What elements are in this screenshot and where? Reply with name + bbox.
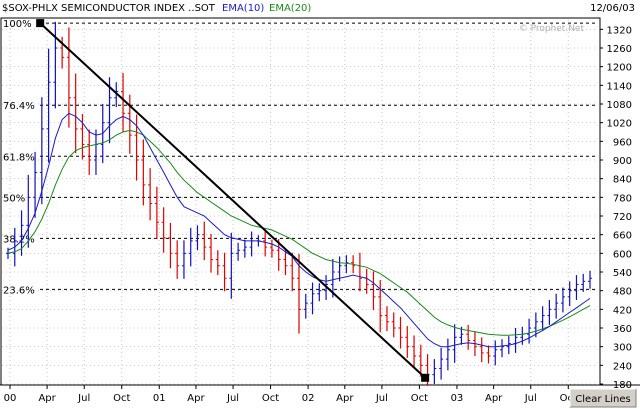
fib-level-label: 23.6% <box>3 285 35 296</box>
y-tick-label: 720 <box>613 212 632 223</box>
x-tick-label: 03 <box>451 393 464 404</box>
x-tick-label: Apr <box>485 393 503 404</box>
x-tick-label: Jul <box>524 393 537 404</box>
y-tick-label: 960 <box>613 137 632 148</box>
x-tick-label: Oct <box>560 393 577 404</box>
trendline-end-handle[interactable] <box>421 373 430 382</box>
y-tick-label: 1140 <box>607 81 632 92</box>
clear-lines-label: Clear Lines <box>575 394 630 405</box>
ema20-line <box>7 129 591 336</box>
grid-lines <box>2 20 598 385</box>
x-axis-ticks: 00 Apr Jul Oct 01 Apr Jul Oct 02 Apr Jul Oct 03 Apr Ju… <box>4 385 577 404</box>
fib-level-label: 76.4% <box>3 101 35 112</box>
watermark: © Prophet.Net <box>519 24 585 34</box>
y-tick-label: 300 <box>613 343 632 354</box>
y-tick-label: 180 <box>613 380 632 391</box>
x-tick-label: Jul <box>226 393 239 404</box>
y-tick-label: 1200 <box>607 63 632 74</box>
fib-level-label: 100% <box>3 19 32 30</box>
fib-level-label: 50% <box>3 193 25 204</box>
ema10-line <box>7 112 591 348</box>
y-tick-label: 660 <box>613 231 632 242</box>
y-tick-label: 1020 <box>607 119 632 130</box>
x-tick-label: Jul <box>77 393 90 404</box>
clear-lines-button[interactable]: Clear Lines <box>569 388 637 408</box>
y-tick-label: 1260 <box>607 44 632 55</box>
y-tick-label: 240 <box>613 361 632 372</box>
x-tick-label: 01 <box>153 393 166 404</box>
trendline-start-handle[interactable] <box>36 19 45 28</box>
y-tick-label: 600 <box>613 249 632 260</box>
y-tick-label: 360 <box>613 324 632 335</box>
fib-level-label: 38.2% <box>3 234 35 245</box>
y-tick-label: 540 <box>613 268 632 279</box>
x-tick-label: Oct <box>262 393 279 404</box>
x-tick-label: 02 <box>302 393 315 404</box>
y-tick-label: 900 <box>613 156 632 167</box>
chart-date: 12/06/03 <box>590 3 635 14</box>
y-axis-ticks: 180 240 300 360 420 480 540 600 660 720 780 840 900 9… <box>600 25 632 391</box>
trendline[interactable] <box>36 19 430 382</box>
y-tick-label: 480 <box>613 287 632 298</box>
x-tick-label: Jul <box>375 393 388 404</box>
x-tick-label: Oct <box>113 393 130 404</box>
ema20-legend-label: EMA(20) <box>269 3 311 14</box>
y-tick-label: 1080 <box>607 100 632 111</box>
x-tick-label: Oct <box>411 393 428 404</box>
y-tick-label: 840 <box>613 175 632 186</box>
x-tick-label: Apr <box>336 393 354 404</box>
trendline-line[interactable] <box>39 22 426 379</box>
x-tick-label: Apr <box>38 393 56 404</box>
x-tick-label: Apr <box>187 393 205 404</box>
y-tick-label: 1320 <box>607 25 632 36</box>
chart-title: $SOX-PHLX SEMICONDUCTOR INDEX ..SOT <box>2 3 216 14</box>
x-tick-label: 00 <box>4 393 17 404</box>
y-tick-label: 780 <box>613 193 632 204</box>
price-bars <box>6 21 592 386</box>
ema10-legend-label: EMA(10) <box>222 3 264 14</box>
y-tick-label: 420 <box>613 305 632 316</box>
fib-level-label: 61.8% <box>3 152 35 163</box>
